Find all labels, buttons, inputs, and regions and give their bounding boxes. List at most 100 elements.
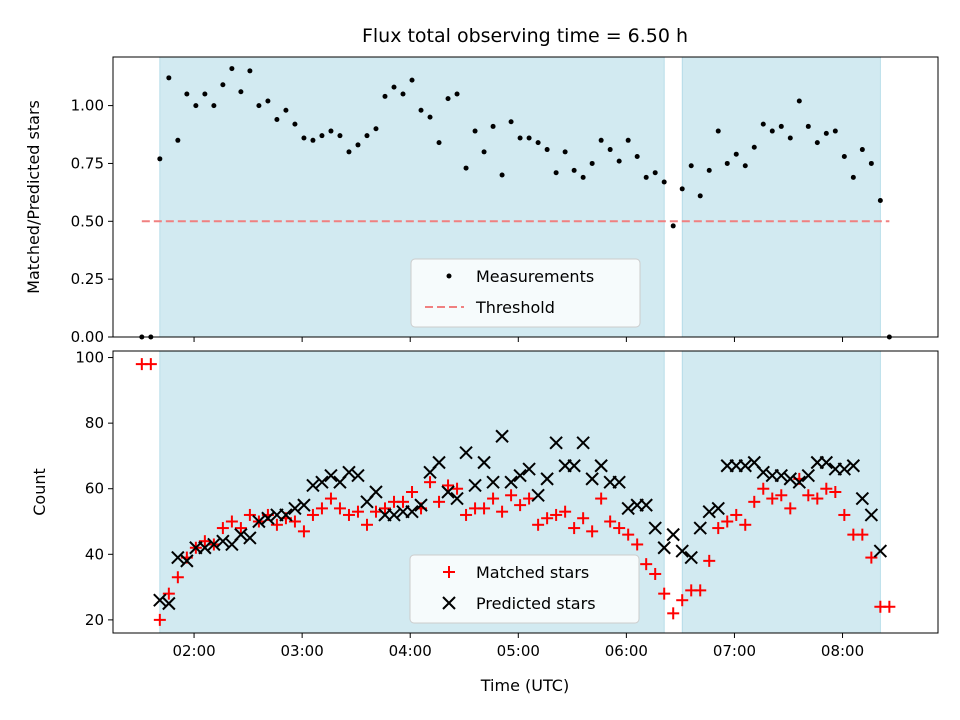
x-tick-label: 03:00 bbox=[281, 642, 324, 660]
x-bar bbox=[405, 504, 419, 519]
x-tick-label: 08:00 bbox=[821, 642, 864, 660]
matched-star-point bbox=[838, 508, 851, 521]
matched-star-point bbox=[748, 495, 761, 508]
matched-star-point bbox=[856, 528, 869, 541]
x-tick-label: 04:00 bbox=[389, 642, 432, 660]
x-bar bbox=[468, 478, 482, 493]
x-bar bbox=[864, 508, 879, 522]
x-bar bbox=[387, 508, 401, 522]
predicted-star-point bbox=[297, 498, 311, 512]
predicted-star-point bbox=[522, 462, 536, 476]
x-bar bbox=[621, 501, 635, 516]
measurement-point bbox=[769, 128, 775, 134]
measurement-point bbox=[751, 144, 757, 150]
measurement-point bbox=[310, 137, 316, 143]
x-bar bbox=[594, 459, 608, 473]
x-bar bbox=[153, 593, 167, 607]
measurement-point bbox=[724, 160, 730, 166]
measurement-point bbox=[292, 121, 298, 127]
predicted-star-point bbox=[540, 472, 554, 486]
measurement-point bbox=[697, 193, 703, 199]
x-tick-label: 07:00 bbox=[713, 642, 756, 660]
measurement-point bbox=[652, 170, 658, 176]
measurement-point bbox=[580, 174, 586, 180]
x-bar bbox=[711, 501, 725, 516]
measurement-point bbox=[715, 128, 721, 134]
measurement-point bbox=[454, 91, 460, 97]
matched-star-point bbox=[550, 508, 563, 521]
matched-star-point bbox=[757, 482, 770, 495]
predicted-star-point bbox=[198, 541, 212, 555]
matched-star-point bbox=[144, 358, 157, 371]
x-bar bbox=[441, 485, 455, 499]
x-bar bbox=[495, 429, 509, 443]
measurement-point bbox=[472, 128, 478, 134]
predicted-star-point bbox=[711, 501, 725, 516]
measurement-point bbox=[832, 128, 838, 134]
x-bar bbox=[432, 455, 446, 470]
matched-star-point bbox=[559, 505, 572, 518]
predicted-star-point bbox=[792, 475, 807, 489]
predicted-star-point bbox=[855, 491, 870, 506]
matched-star-point bbox=[306, 508, 319, 521]
predicted-star-point bbox=[153, 593, 167, 607]
predicted-star-point bbox=[738, 459, 752, 473]
top-observing-windows bbox=[159, 56, 881, 338]
measurement-point bbox=[508, 119, 514, 125]
measurement-point bbox=[634, 154, 640, 160]
matched-star-point bbox=[568, 522, 581, 535]
matched-star-point bbox=[351, 505, 364, 518]
measurement-point bbox=[364, 133, 370, 139]
matched-star-point bbox=[613, 522, 626, 535]
predicted-star-point bbox=[459, 445, 473, 460]
predicted-star-point bbox=[666, 527, 680, 542]
matched-star-point bbox=[658, 587, 671, 600]
legend-label-predicted: Predicted stars bbox=[476, 594, 596, 613]
measurement-point bbox=[868, 160, 874, 166]
measurement-point bbox=[553, 170, 559, 176]
matched-star-point bbox=[694, 584, 707, 597]
measurement-point bbox=[562, 149, 568, 155]
predicted-star-point bbox=[639, 498, 653, 512]
y-tick-label: 20 bbox=[85, 611, 104, 629]
top-y-axis-ticks: 0.00 0.25 0.50 0.75 1.00 bbox=[71, 97, 113, 346]
x-bar bbox=[342, 465, 356, 480]
x-bar bbox=[819, 455, 834, 470]
x-bar bbox=[459, 445, 473, 460]
legend-plus-icon bbox=[443, 566, 455, 578]
matched-star-point bbox=[397, 495, 410, 508]
measurement-point bbox=[544, 147, 550, 153]
matched-star-point bbox=[369, 505, 382, 518]
legend-label-measurements: Measurements bbox=[476, 267, 594, 286]
x-bar bbox=[198, 541, 212, 555]
x-bar bbox=[288, 501, 302, 516]
predicted-star-point bbox=[819, 455, 834, 470]
x-bar bbox=[738, 459, 752, 473]
predicted-star-point bbox=[495, 429, 509, 443]
matched-star-point bbox=[333, 502, 346, 515]
measurement-point bbox=[481, 149, 487, 155]
predicted-star-point bbox=[873, 544, 888, 558]
matched-star-point bbox=[225, 515, 238, 528]
x-bar bbox=[531, 488, 545, 502]
matched-star-point bbox=[577, 512, 590, 525]
measurement-point bbox=[193, 103, 199, 109]
measurement-point bbox=[400, 91, 406, 97]
measurement-point bbox=[427, 114, 433, 120]
x-bar bbox=[684, 550, 698, 565]
measurement-point bbox=[598, 137, 604, 143]
matched-star-point bbox=[153, 613, 166, 626]
matched-star-point bbox=[532, 518, 545, 531]
measurement-point bbox=[760, 121, 766, 127]
matched-star-point bbox=[766, 492, 779, 505]
y-tick-label: 40 bbox=[85, 545, 104, 563]
measurement-point bbox=[661, 179, 667, 185]
x-bar bbox=[522, 462, 536, 476]
measurement-point bbox=[679, 186, 685, 192]
matched-star-point bbox=[523, 492, 536, 505]
top-panel: Flux total observing time = 6.50 h 0.000… bbox=[24, 25, 939, 346]
predicted-star-point bbox=[414, 498, 428, 512]
bottom-y-axis-ticks: 20 40 60 80 100 bbox=[75, 349, 113, 629]
x-bar bbox=[549, 436, 563, 450]
